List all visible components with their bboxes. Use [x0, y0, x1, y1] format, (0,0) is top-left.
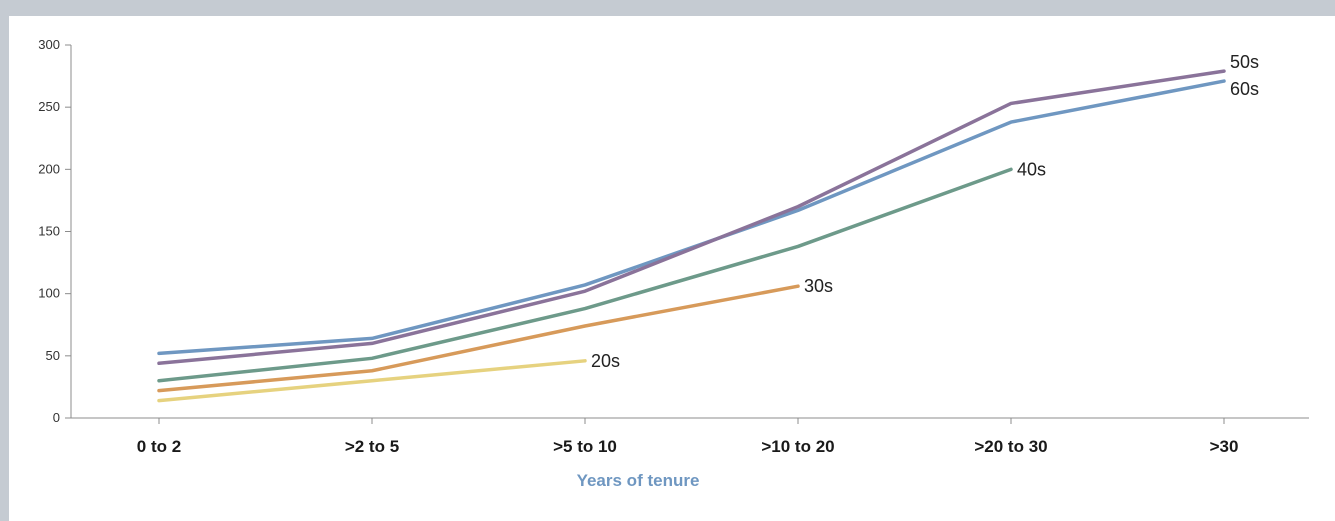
series-line-60s	[157, 79, 1226, 356]
series-label-20s: 20s	[591, 351, 620, 371]
line-chart: 0 50 100 150 200 250 300 0 to 2 >2 to 5 >5 to 10…	[38, 37, 1309, 490]
x-tick-label: >20 to 30	[974, 437, 1047, 456]
series-lines	[157, 69, 1226, 403]
y-axis-ticks: 0 50 100 150 200 250 300	[38, 37, 71, 425]
x-axis-ticks: 0 to 2 >2 to 5 >5 to 10 >10 to 20 >20 to 30 >…	[137, 418, 1239, 456]
series-label-50s: 50s	[1230, 52, 1259, 72]
x-tick-label: >5 to 10	[553, 437, 617, 456]
chart-card: 0 50 100 150 200 250 300 0 to 2 >2 to 5 >5 to 10…	[9, 16, 1335, 521]
x-tick-label: >10 to 20	[761, 437, 834, 456]
series-label-60s: 60s	[1230, 79, 1259, 99]
x-axis-label: Years of tenure	[577, 471, 700, 490]
series-line-50s	[157, 69, 1226, 366]
x-tick-label: >2 to 5	[345, 437, 399, 456]
x-tick-label: 0 to 2	[137, 437, 181, 456]
series-labels: 60s 50s 40s 30s 20s	[591, 52, 1259, 371]
y-tick-label: 200	[38, 161, 60, 176]
x-tick-label: >30	[1210, 437, 1239, 456]
series-label-30s: 30s	[804, 276, 833, 296]
series-line-20s	[157, 359, 587, 403]
y-tick-label: 0	[53, 410, 60, 425]
y-tick-label: 50	[46, 348, 60, 363]
y-tick-label: 250	[38, 99, 60, 114]
y-tick-label: 300	[38, 37, 60, 52]
y-tick-label: 150	[38, 224, 60, 239]
series-label-40s: 40s	[1017, 159, 1046, 179]
y-tick-label: 100	[38, 286, 60, 301]
series-line-40s	[157, 167, 1013, 383]
series-line-30s	[157, 284, 800, 393]
